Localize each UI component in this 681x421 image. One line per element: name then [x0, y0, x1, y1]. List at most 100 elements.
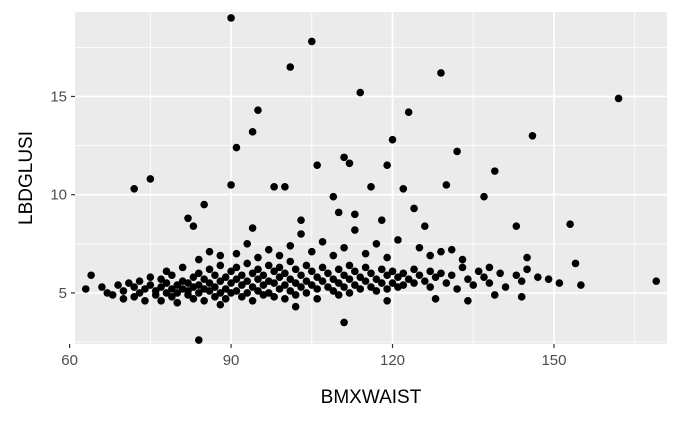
data-point	[168, 293, 176, 301]
data-point	[281, 295, 289, 303]
data-point	[291, 279, 300, 287]
data-point	[114, 281, 122, 289]
data-point	[383, 161, 391, 170]
data-point	[270, 293, 278, 301]
data-point	[410, 265, 418, 274]
data-point	[361, 277, 370, 285]
minor-grid	[75, 12, 667, 344]
data-point	[270, 183, 278, 191]
data-point	[194, 281, 203, 289]
data-point	[480, 192, 488, 201]
data-point	[334, 208, 343, 217]
data-point	[383, 296, 391, 305]
data-point	[297, 230, 305, 238]
data-point	[141, 285, 149, 293]
data-point	[135, 277, 144, 285]
data-point	[426, 283, 435, 291]
data-point	[221, 273, 230, 282]
data-point	[200, 200, 208, 209]
data-point	[447, 245, 456, 254]
data-point	[286, 287, 295, 295]
data-point	[297, 216, 305, 225]
data-point	[243, 289, 252, 297]
data-point	[356, 88, 365, 97]
data-point	[205, 287, 214, 295]
x-tick-label: 120	[380, 352, 405, 369]
data-point	[81, 285, 90, 293]
data-point	[555, 279, 564, 287]
x-tick-label: 150	[541, 352, 566, 369]
data-point	[399, 185, 408, 193]
data-point	[458, 263, 467, 272]
data-point	[119, 295, 128, 303]
data-point	[168, 271, 176, 280]
data-point	[480, 273, 488, 282]
data-point	[221, 295, 230, 303]
data-point	[345, 289, 354, 297]
data-point	[329, 251, 338, 260]
data-point	[388, 279, 397, 287]
data-point	[275, 263, 284, 272]
data-point	[157, 275, 165, 283]
data-point	[243, 240, 252, 248]
data-point	[340, 318, 348, 327]
data-point	[485, 279, 494, 287]
data-point	[340, 271, 348, 280]
data-point	[501, 283, 510, 291]
data-point	[377, 216, 386, 225]
data-point	[189, 295, 198, 303]
data-point	[361, 263, 370, 272]
data-point	[453, 285, 461, 293]
data-point	[194, 289, 203, 297]
data-point	[345, 275, 354, 283]
data-point	[351, 210, 359, 219]
data-point	[308, 247, 316, 256]
data-point	[200, 275, 208, 283]
data-point	[194, 336, 203, 344]
data-point	[248, 269, 257, 278]
data-point	[297, 271, 305, 280]
data-point	[318, 263, 327, 272]
data-point	[302, 261, 311, 270]
data-point	[367, 183, 375, 191]
data-point	[437, 69, 445, 77]
data-point	[318, 277, 327, 285]
data-point	[302, 277, 311, 285]
data-points	[81, 14, 661, 344]
y-tick-label: 10	[50, 187, 67, 204]
data-point	[437, 247, 445, 256]
data-point	[135, 289, 144, 297]
data-point	[404, 275, 413, 283]
data-point	[194, 269, 203, 278]
data-point	[383, 285, 391, 293]
data-point	[264, 261, 273, 270]
data-point	[254, 265, 262, 274]
data-point	[512, 271, 521, 280]
data-point	[232, 263, 241, 272]
data-point	[98, 283, 106, 291]
data-point	[302, 289, 311, 297]
data-point	[469, 281, 478, 289]
data-point	[189, 222, 198, 230]
data-point	[528, 131, 537, 140]
data-point	[270, 267, 278, 276]
data-point	[157, 283, 165, 291]
data-point	[275, 251, 284, 260]
data-point	[308, 281, 316, 289]
data-point	[313, 295, 321, 303]
y-axis-title: LBDGLUSI	[16, 131, 37, 225]
data-point	[232, 287, 241, 295]
data-point	[394, 273, 402, 282]
data-point	[361, 249, 370, 258]
data-point	[259, 281, 268, 289]
data-point	[254, 253, 262, 262]
data-point	[87, 271, 95, 280]
data-point	[162, 289, 171, 297]
data-point	[227, 279, 235, 287]
data-point	[652, 277, 661, 285]
data-point	[474, 267, 483, 276]
x-axis-title: BMXWAIST	[321, 387, 422, 408]
data-point	[173, 289, 182, 297]
data-point	[162, 279, 171, 287]
